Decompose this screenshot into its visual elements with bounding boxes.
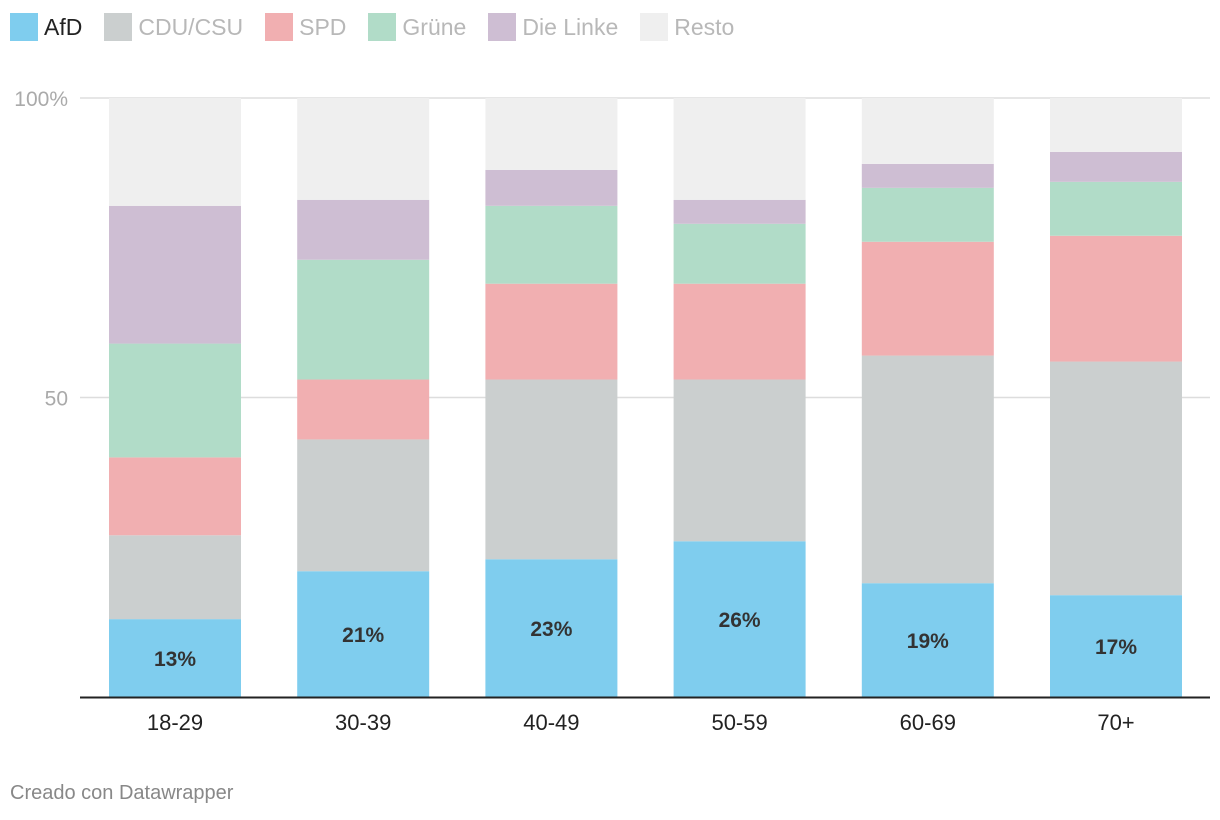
x-tick-label: 18-29 bbox=[147, 710, 203, 735]
bar-segment bbox=[861, 98, 994, 164]
legend-label: CDU/CSU bbox=[138, 13, 244, 40]
bar-segment bbox=[861, 355, 994, 584]
data-label: 26% bbox=[719, 609, 761, 632]
legend-item: Die Linke bbox=[488, 13, 618, 41]
data-label: 17% bbox=[1095, 636, 1137, 659]
legend-label: SPD bbox=[299, 13, 347, 40]
y-tick-label: 50 bbox=[45, 388, 68, 411]
bar-segment bbox=[1050, 98, 1182, 152]
legend-item: Resto bbox=[640, 13, 734, 41]
bar-segment bbox=[673, 541, 806, 697]
data-label: 23% bbox=[530, 618, 572, 641]
x-tick-label: 40-49 bbox=[523, 710, 579, 735]
bar-segment bbox=[673, 199, 806, 224]
legend-label: Die Linke bbox=[522, 13, 619, 40]
legend-label: Resto bbox=[674, 13, 735, 40]
legend-item: AfD bbox=[10, 13, 82, 41]
bar-segment bbox=[109, 457, 241, 536]
bar-segment bbox=[109, 205, 241, 344]
bar-segment bbox=[109, 98, 241, 206]
legend-item: Grüne bbox=[368, 13, 466, 41]
legend-label: Grüne bbox=[402, 13, 467, 40]
x-tick-label: 60-69 bbox=[900, 710, 956, 735]
legend-swatch bbox=[368, 13, 397, 41]
x-tick-label: 30-39 bbox=[335, 710, 391, 735]
stacked-bar-chart: 50 100% 13% 18-29 21% 30-39 23% 40-49 26% 50-59 19… bbox=[14, 88, 1210, 735]
bar-segment bbox=[297, 259, 430, 380]
bar-segment bbox=[485, 205, 618, 284]
bar-segment bbox=[297, 439, 430, 572]
bar-segment bbox=[297, 98, 430, 200]
data-label: 19% bbox=[907, 630, 949, 653]
bar-segment bbox=[861, 583, 994, 697]
x-tick-label: 70+ bbox=[1097, 710, 1134, 735]
x-tick-label: 50-59 bbox=[711, 710, 767, 735]
bar-segment bbox=[673, 223, 806, 284]
bar-segment bbox=[485, 169, 618, 206]
legend-swatch bbox=[488, 13, 517, 41]
credit-footer: Creado con Datawrapper bbox=[10, 782, 234, 804]
bar-segment bbox=[673, 379, 806, 542]
bar-segment bbox=[1050, 181, 1182, 236]
bar-segment bbox=[297, 379, 430, 440]
legend-swatch bbox=[104, 13, 133, 41]
bar-segment bbox=[485, 283, 618, 380]
bar-segment bbox=[861, 163, 994, 188]
chart-legend: AfD CDU/CSU SPD Grüne Die Linke Resto bbox=[10, 12, 756, 42]
bar-segment bbox=[673, 283, 806, 380]
legend-swatch bbox=[265, 13, 294, 41]
bar-segment bbox=[1050, 595, 1182, 697]
bar-segment bbox=[297, 199, 430, 260]
bar-segment bbox=[1050, 235, 1182, 362]
bar-segment bbox=[485, 559, 618, 697]
bar-segment bbox=[485, 379, 618, 560]
legend-swatch bbox=[640, 13, 669, 41]
bar-segment bbox=[861, 187, 994, 242]
bar-segment bbox=[1050, 361, 1182, 596]
bar-segment bbox=[109, 619, 241, 697]
bar-segment bbox=[297, 571, 430, 697]
legend-item: SPD bbox=[265, 13, 346, 41]
data-label: 21% bbox=[342, 624, 384, 647]
bar-segment bbox=[1050, 151, 1182, 182]
legend-item: CDU/CSU bbox=[104, 13, 243, 41]
bar-segment bbox=[485, 98, 618, 170]
bar-segment bbox=[109, 343, 241, 458]
legend-swatch bbox=[10, 13, 38, 41]
data-label: 13% bbox=[154, 648, 196, 671]
y-tick-label: 100% bbox=[14, 88, 68, 111]
bar-segment bbox=[861, 241, 994, 356]
legend-label: AfD bbox=[44, 13, 83, 40]
bar-segment bbox=[673, 98, 806, 200]
bar-segment bbox=[109, 535, 241, 620]
